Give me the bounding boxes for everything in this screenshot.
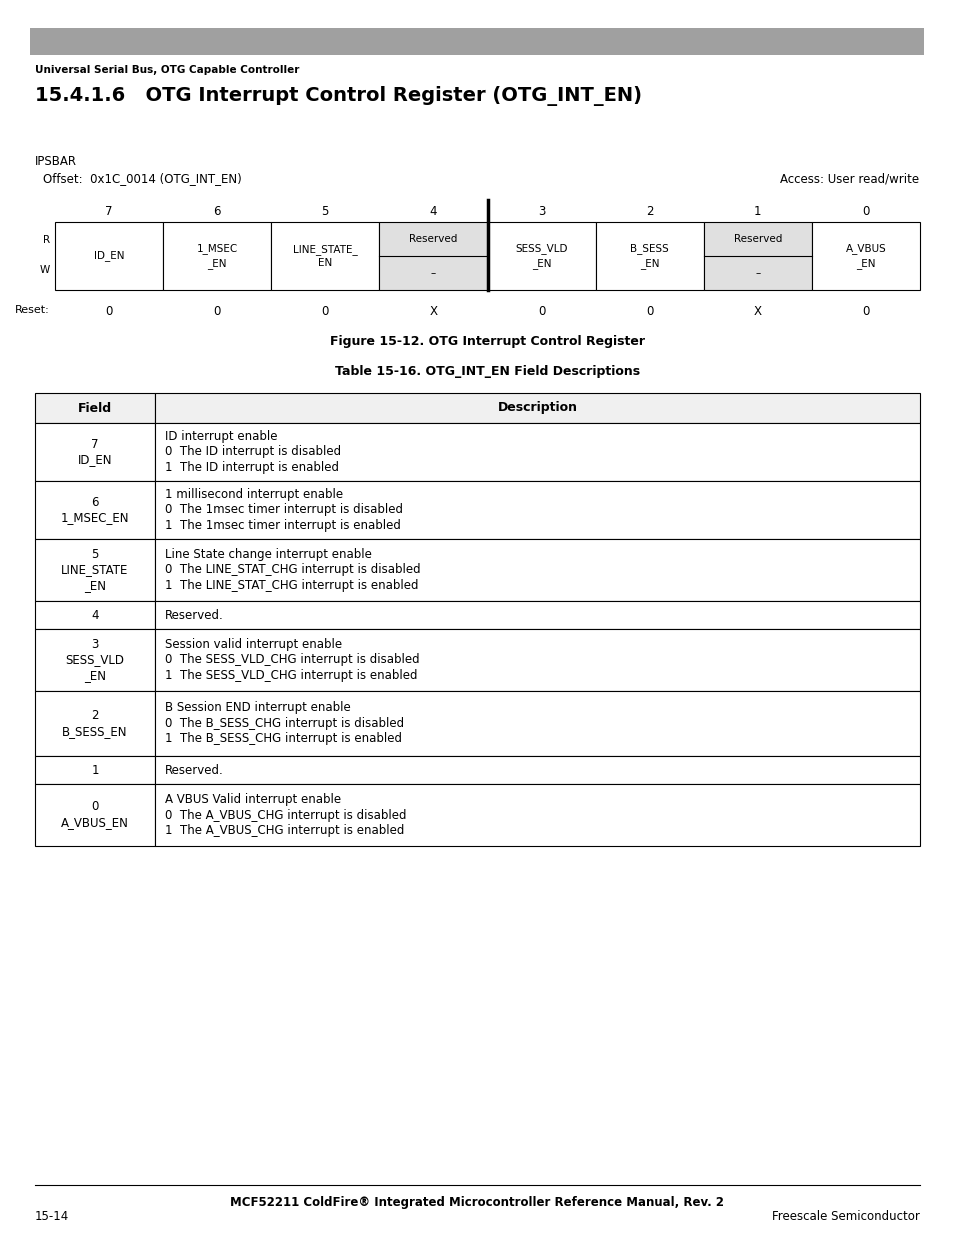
Text: Figure 15-12. OTG Interrupt Control Register: Figure 15-12. OTG Interrupt Control Regi… xyxy=(330,335,644,348)
Bar xyxy=(154,692,919,756)
Bar xyxy=(154,784,919,846)
Text: 15-14: 15-14 xyxy=(35,1210,70,1223)
Text: 5: 5 xyxy=(321,205,329,219)
Text: Reset:: Reset: xyxy=(15,305,50,315)
Text: 15.4.1.6   OTG Interrupt Control Register (OTG_INT_EN): 15.4.1.6 OTG Interrupt Control Register … xyxy=(35,86,641,106)
Text: –: – xyxy=(431,268,436,278)
Text: Field: Field xyxy=(78,401,112,415)
Text: 1: 1 xyxy=(753,205,760,219)
Text: 2: 2 xyxy=(645,205,653,219)
Bar xyxy=(154,756,919,784)
Text: 0  The 1msec timer interrupt is disabled: 0 The 1msec timer interrupt is disabled xyxy=(165,504,402,516)
Text: A_VBUS
_EN: A_VBUS _EN xyxy=(844,243,885,268)
Bar xyxy=(35,629,154,692)
Text: 3: 3 xyxy=(537,205,545,219)
Text: Reserved.: Reserved. xyxy=(165,609,224,621)
Bar xyxy=(595,222,703,290)
Text: 0  The B_SESS_CHG interrupt is disabled: 0 The B_SESS_CHG interrupt is disabled xyxy=(165,718,404,730)
Text: 0: 0 xyxy=(645,305,653,317)
Text: Reserved: Reserved xyxy=(409,233,457,245)
Text: 7: 7 xyxy=(105,205,112,219)
Text: Universal Serial Bus, OTG Capable Controller: Universal Serial Bus, OTG Capable Contro… xyxy=(35,65,299,75)
Text: ID_EN: ID_EN xyxy=(93,251,124,262)
Bar xyxy=(811,222,919,290)
Bar xyxy=(271,222,379,290)
Text: 1 millisecond interrupt enable: 1 millisecond interrupt enable xyxy=(165,488,343,501)
Bar xyxy=(30,28,923,56)
Text: 1  The ID interrupt is enabled: 1 The ID interrupt is enabled xyxy=(165,461,338,474)
Text: ID interrupt enable: ID interrupt enable xyxy=(165,430,277,443)
Text: 0  The A_VBUS_CHG interrupt is disabled: 0 The A_VBUS_CHG interrupt is disabled xyxy=(165,809,406,821)
Bar xyxy=(154,538,919,601)
Text: A VBUS Valid interrupt enable: A VBUS Valid interrupt enable xyxy=(165,793,341,806)
Text: 0: 0 xyxy=(862,205,869,219)
Text: 0: 0 xyxy=(537,305,545,317)
Bar xyxy=(55,222,163,290)
Text: B Session END interrupt enable: B Session END interrupt enable xyxy=(165,701,351,715)
Text: Reserved.: Reserved. xyxy=(165,763,224,777)
Text: R: R xyxy=(43,235,50,245)
Text: 6: 6 xyxy=(213,205,221,219)
Bar xyxy=(35,692,154,756)
Text: 0: 0 xyxy=(321,305,329,317)
Text: 0: 0 xyxy=(862,305,869,317)
Text: 0
A_VBUS_EN: 0 A_VBUS_EN xyxy=(61,800,129,830)
Text: 2
B_SESS_EN: 2 B_SESS_EN xyxy=(62,709,128,739)
Text: W: W xyxy=(40,266,50,275)
Text: 1_MSEC
_EN: 1_MSEC _EN xyxy=(196,243,237,268)
Text: LINE_STATE_
EN: LINE_STATE_ EN xyxy=(293,245,357,268)
Bar xyxy=(163,222,271,290)
Text: B_SESS
_EN: B_SESS _EN xyxy=(630,243,668,268)
Text: Description: Description xyxy=(497,401,577,415)
Text: IPSBAR: IPSBAR xyxy=(35,156,77,168)
Bar xyxy=(154,424,919,480)
Bar xyxy=(154,601,919,629)
Text: 0  The ID interrupt is disabled: 0 The ID interrupt is disabled xyxy=(165,446,341,458)
Text: 5
LINE_STATE
_EN: 5 LINE_STATE _EN xyxy=(61,547,129,593)
Text: SESS_VLD
_EN: SESS_VLD _EN xyxy=(515,243,567,268)
Text: 1  The SESS_VLD_CHG interrupt is enabled: 1 The SESS_VLD_CHG interrupt is enabled xyxy=(165,669,417,682)
Text: MCF52211 ColdFire® Integrated Microcontroller Reference Manual, Rev. 2: MCF52211 ColdFire® Integrated Microcontr… xyxy=(231,1195,723,1209)
Text: Table 15-16. OTG_INT_EN Field Descriptions: Table 15-16. OTG_INT_EN Field Descriptio… xyxy=(335,366,639,378)
Text: 6
1_MSEC_EN: 6 1_MSEC_EN xyxy=(61,495,129,525)
Bar xyxy=(154,393,919,424)
Text: X: X xyxy=(753,305,761,317)
Text: Reserved: Reserved xyxy=(733,233,781,245)
Text: Line State change interrupt enable: Line State change interrupt enable xyxy=(165,548,372,561)
Text: 1  The LINE_STAT_CHG interrupt is enabled: 1 The LINE_STAT_CHG interrupt is enabled xyxy=(165,579,418,592)
Bar xyxy=(35,784,154,846)
Text: 1: 1 xyxy=(91,763,99,777)
Text: 0: 0 xyxy=(105,305,112,317)
Text: 1  The A_VBUS_CHG interrupt is enabled: 1 The A_VBUS_CHG interrupt is enabled xyxy=(165,824,404,837)
Text: 3
SESS_VLD
_EN: 3 SESS_VLD _EN xyxy=(66,637,125,683)
Text: 0  The SESS_VLD_CHG interrupt is disabled: 0 The SESS_VLD_CHG interrupt is disabled xyxy=(165,653,419,667)
Text: Session valid interrupt enable: Session valid interrupt enable xyxy=(165,638,342,651)
Bar xyxy=(703,222,811,290)
Bar xyxy=(379,222,487,290)
Bar xyxy=(35,393,154,424)
Bar xyxy=(35,756,154,784)
Text: 1  The 1msec timer interrupt is enabled: 1 The 1msec timer interrupt is enabled xyxy=(165,519,400,532)
Text: 0  The LINE_STAT_CHG interrupt is disabled: 0 The LINE_STAT_CHG interrupt is disable… xyxy=(165,563,420,577)
Text: X: X xyxy=(429,305,437,317)
Bar xyxy=(487,222,595,290)
Text: Offset:  0x1C_0014 (OTG_INT_EN): Offset: 0x1C_0014 (OTG_INT_EN) xyxy=(43,172,241,185)
Text: 7
ID_EN: 7 ID_EN xyxy=(77,437,112,467)
Bar xyxy=(35,538,154,601)
Text: –: – xyxy=(755,268,760,278)
Text: Freescale Semiconductor: Freescale Semiconductor xyxy=(771,1210,919,1223)
Text: 1  The B_SESS_CHG interrupt is enabled: 1 The B_SESS_CHG interrupt is enabled xyxy=(165,732,401,746)
Text: 0: 0 xyxy=(213,305,221,317)
Bar xyxy=(35,480,154,538)
Bar xyxy=(35,601,154,629)
Text: 4: 4 xyxy=(429,205,436,219)
Text: 4: 4 xyxy=(91,609,99,621)
Bar xyxy=(35,424,154,480)
Bar xyxy=(154,480,919,538)
Bar xyxy=(154,629,919,692)
Text: Access: User read/write: Access: User read/write xyxy=(779,172,918,185)
